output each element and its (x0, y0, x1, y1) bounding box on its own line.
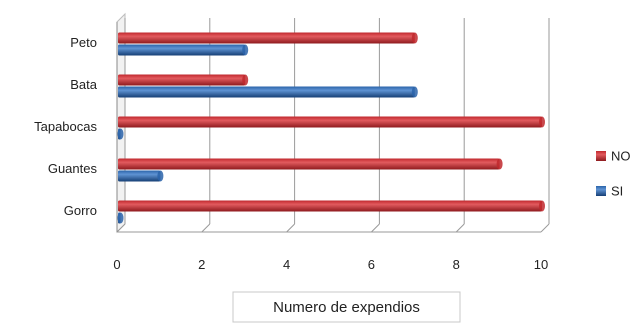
bar-no-bata (118, 74, 246, 86)
legend-label-si: SI (611, 184, 623, 199)
gridline-floor (286, 223, 295, 233)
bar-cap (157, 170, 164, 182)
gridline-floor (371, 223, 380, 233)
bar-no-guantes (118, 158, 500, 170)
bar-cap (411, 32, 418, 44)
gridline-floor (455, 223, 465, 233)
category-label: Guantes (48, 161, 98, 176)
bar-no-tapabocas (118, 116, 542, 128)
gridline-floor (540, 223, 550, 233)
x-tick-label: 2 (198, 257, 205, 272)
gridline-floor (201, 223, 211, 233)
bar-cap (496, 158, 503, 170)
x-tick-label: 4 (283, 257, 290, 272)
x-tick-label: 0 (113, 257, 120, 272)
x-axis-title-box (232, 291, 461, 323)
bar-cap (539, 116, 545, 128)
category-label: Tapabocas (34, 119, 97, 134)
bar-si-peto (118, 44, 246, 56)
legend-label-no: NO (611, 149, 631, 164)
bar-cap (539, 200, 545, 212)
gridline-floor (116, 223, 126, 233)
bar-no-peto (118, 32, 415, 44)
bar-si-guantes (118, 170, 161, 182)
category-label: Peto (70, 35, 97, 50)
legend-swatch-si (596, 186, 606, 196)
bar-no-gorro (118, 200, 542, 212)
bar-cap (242, 44, 249, 56)
category-label: Bata (70, 77, 98, 92)
bar-cap (117, 128, 124, 140)
x-tick-label: 10 (534, 257, 548, 272)
x-axis-title: Numero de expendios (273, 299, 420, 316)
bar-cap (411, 86, 418, 98)
legend-swatch-no (596, 151, 606, 161)
bar-si-bata (118, 86, 415, 98)
category-label: Gorro (64, 203, 97, 218)
bar-cap (242, 74, 249, 86)
bar-cap (117, 212, 124, 224)
x-tick-label: 8 (453, 257, 460, 272)
x-tick-label: 6 (368, 257, 375, 272)
